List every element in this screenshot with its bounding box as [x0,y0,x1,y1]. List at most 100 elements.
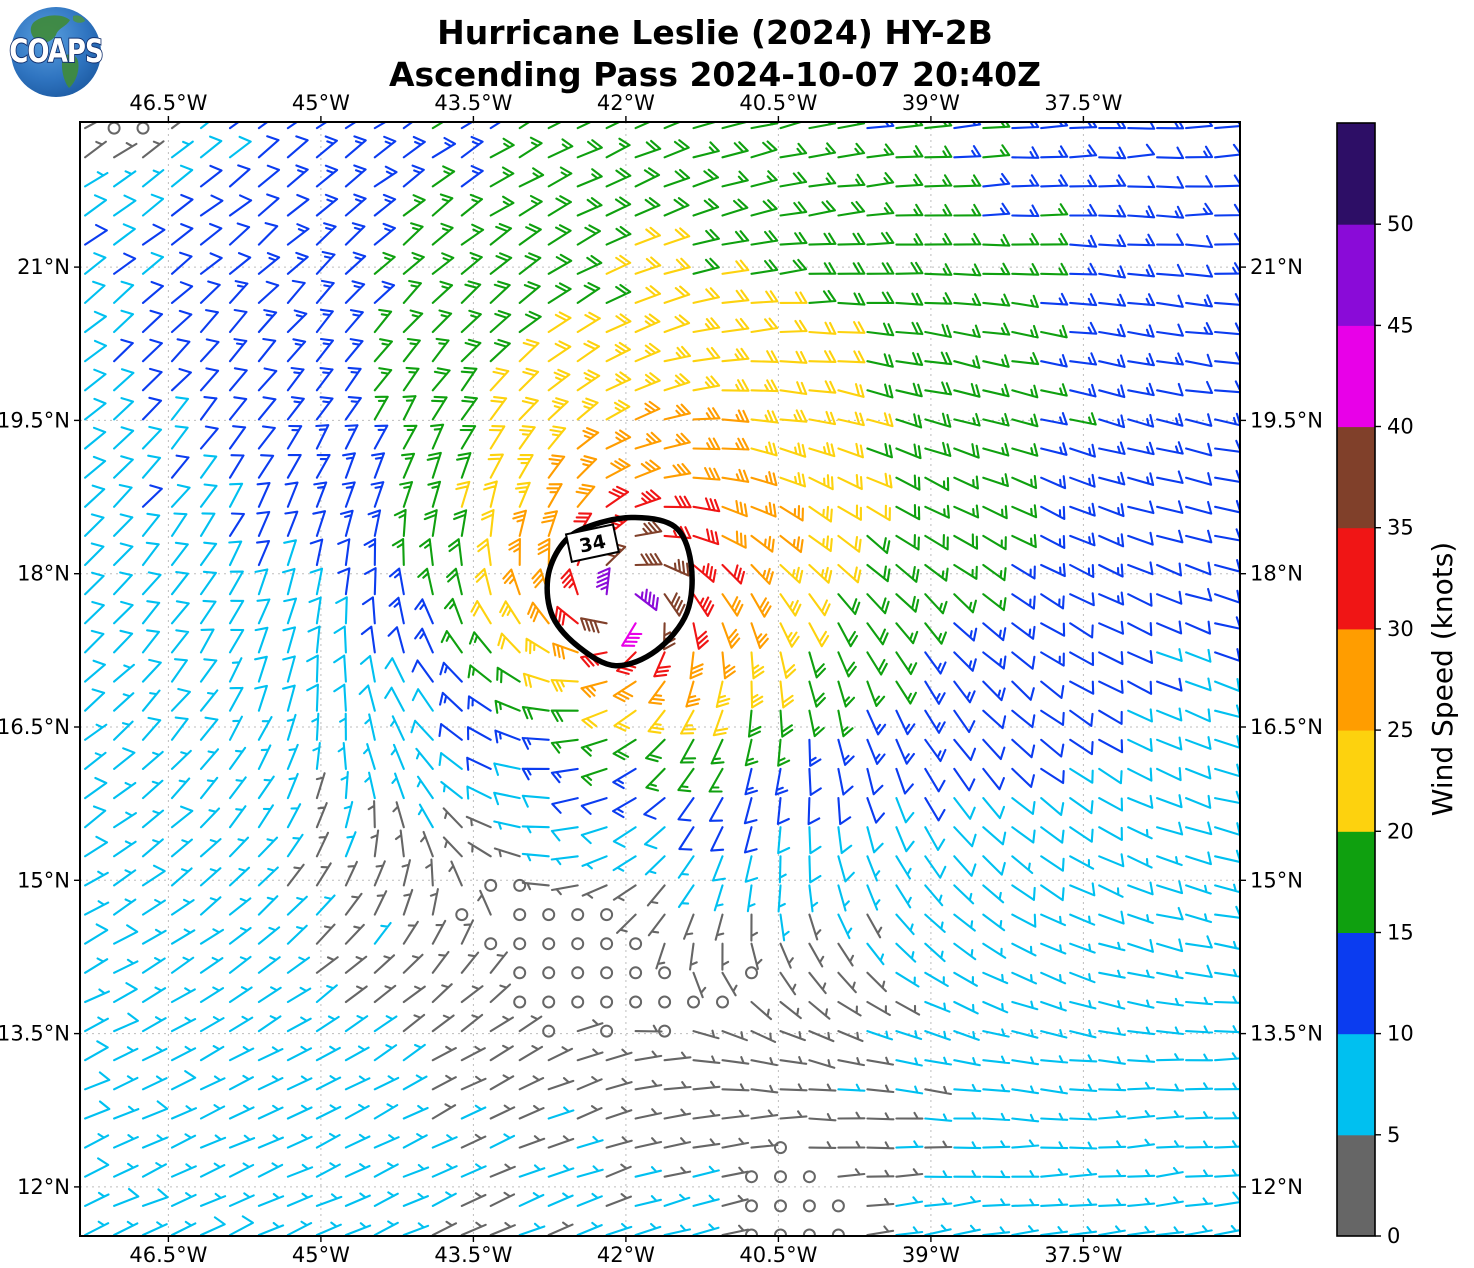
calm-wind-circle [629,937,643,951]
colorbar-segment [1337,1134,1375,1237]
calm-wind-circle [716,995,729,1009]
colorbar-tick-label: 30 [1387,617,1414,641]
x-tick-label-bottom: 42°W [597,1243,655,1264]
y-tick-label-right: 16.5°N [1250,715,1323,739]
y-tick-label-left: 12°N [17,1175,70,1199]
isotach-label: 34 [577,531,607,558]
wind-barb-set [84,122,953,1236]
calm-wind-circle [542,995,556,1009]
calm-wind-circle [571,966,585,980]
x-tick-label-top: 45°W [292,91,350,115]
calm-wind-circle [745,1199,758,1213]
colorbar-tick-label: 35 [1387,516,1414,540]
calm-wind-circle [513,908,527,922]
calm-wind-circle [600,1024,614,1038]
calm-wind-circle [484,878,498,892]
calm-wind-circle [542,966,556,980]
calm-wind-circle [484,937,498,951]
calm-wind-circle [687,995,700,1009]
colorbar-tick-label: 15 [1387,921,1414,945]
colorbar-segment [1337,831,1375,933]
isotach-label-box [564,523,620,563]
wind-barb-set [455,226,894,737]
colorbar-segment [1337,628,1375,731]
isotach-34kt-contour: 34 [544,514,695,669]
y-tick-label-left: 21°N [17,255,70,279]
isotach-34kt-line [544,514,695,669]
plot-border [79,121,1241,1237]
calm-wind-circle [802,1199,816,1213]
chart-title-line1: Hurricane Leslie (2024) HY-2B [437,13,993,52]
y-tick-label-right: 18°N [1250,562,1303,586]
x-tick-label-top: 39°W [902,91,960,115]
calm-wind-circle [513,878,527,892]
x-tick-label-bottom: 46.5°W [129,1243,207,1264]
y-tick-label-right: 15°N [1250,868,1303,892]
colorbar-segment [1337,123,1375,225]
wind-barb-set [84,122,1240,854]
calm-wind-circle [542,1024,556,1038]
y-tick-label-right: 12°N [1250,1175,1303,1199]
calm-wind-circle [658,995,672,1009]
colorbar-tick-label: 20 [1387,819,1414,843]
calm-wind-circle [600,966,614,980]
y-tick-label-right: 13.5°N [1250,1022,1323,1046]
colorbar-tick-label: 25 [1387,718,1414,742]
x-tick-label-bottom: 40.5°W [739,1243,817,1264]
colorbar-tick-label: 0 [1387,1224,1400,1248]
calm-wind-circle [513,937,527,951]
calm-wind-circle [658,966,672,980]
calm-wind-circle [542,908,556,922]
calm-wind-circle [571,937,585,951]
isotach-label-group: 34 [564,523,620,563]
colorbar-segment [1337,730,1375,832]
calm-wind-circle [600,908,614,922]
calm-wind-circle [542,937,556,951]
south-america-shape [61,54,79,88]
y-tick-label-left: 19.5°N [0,408,70,432]
axis-ticks: 46.5°W 46.5°W 45°W 45°W 43.5°W 43.5°W 42°W 42°W… [0,91,1323,1267]
wind-barb-set [84,122,1240,1236]
calm-wind-circle [600,995,614,1009]
x-tick-label-top: 37.5°W [1044,91,1122,115]
colorbar-segment [1337,527,1375,630]
wind-barb-set [373,122,1097,793]
colorbar-segment [1337,932,1375,1035]
x-tick-label-bottom: 37.5°W [1044,1243,1122,1264]
greenland-shape [73,15,85,23]
wind-barb-set [595,567,659,612]
x-tick-label-top: 43.5°W [434,91,512,115]
calm-wind-circle [571,908,585,922]
calm-wind-circle [513,995,527,1009]
colorbar-border [1336,122,1376,1237]
calm-wind-circle [629,995,643,1009]
wind-barb-set [621,622,643,647]
wind-barb-set [502,400,804,708]
calm-wind-circle [107,122,121,135]
colorbar-tick-label: 10 [1387,1022,1414,1046]
colorbar-tick-label: 40 [1387,415,1414,439]
x-tick-label-bottom: 43.5°W [434,1243,512,1264]
chart-title-line2: Ascending Pass 2024-10-07 20:40Z [389,55,1041,94]
colorbar: 0 5 10 15 20 25 30 35 40 45 50 [1336,122,1414,1248]
y-tick-label-right: 21°N [1250,255,1303,279]
x-tick-label-top: 42°W [597,91,655,115]
calm-wind-circle [455,908,469,922]
x-tick-label-top: 40.5°W [739,91,817,115]
colorbar-tick-label: 45 [1387,313,1414,337]
axes-frame [79,121,1241,1237]
calm-wind-circle [745,966,758,980]
colorbar-title: Wind Speed (knots) [1426,542,1459,816]
coaps-logo: COAPS [8,7,105,97]
colorbar-segment [1337,1033,1375,1136]
colorbar-segment [1337,224,1375,326]
coaps-logo-text: COAPS [9,32,102,69]
y-tick-label-left: 18°N [17,562,70,586]
colorbar-segment [1337,426,1375,529]
y-tick-label-left: 16.5°N [0,715,70,739]
north-america-shape [30,15,71,43]
calm-wind-circle [774,1141,787,1155]
x-tick-label-top: 46.5°W [129,91,207,115]
y-tick-label-left: 15°N [17,868,70,892]
